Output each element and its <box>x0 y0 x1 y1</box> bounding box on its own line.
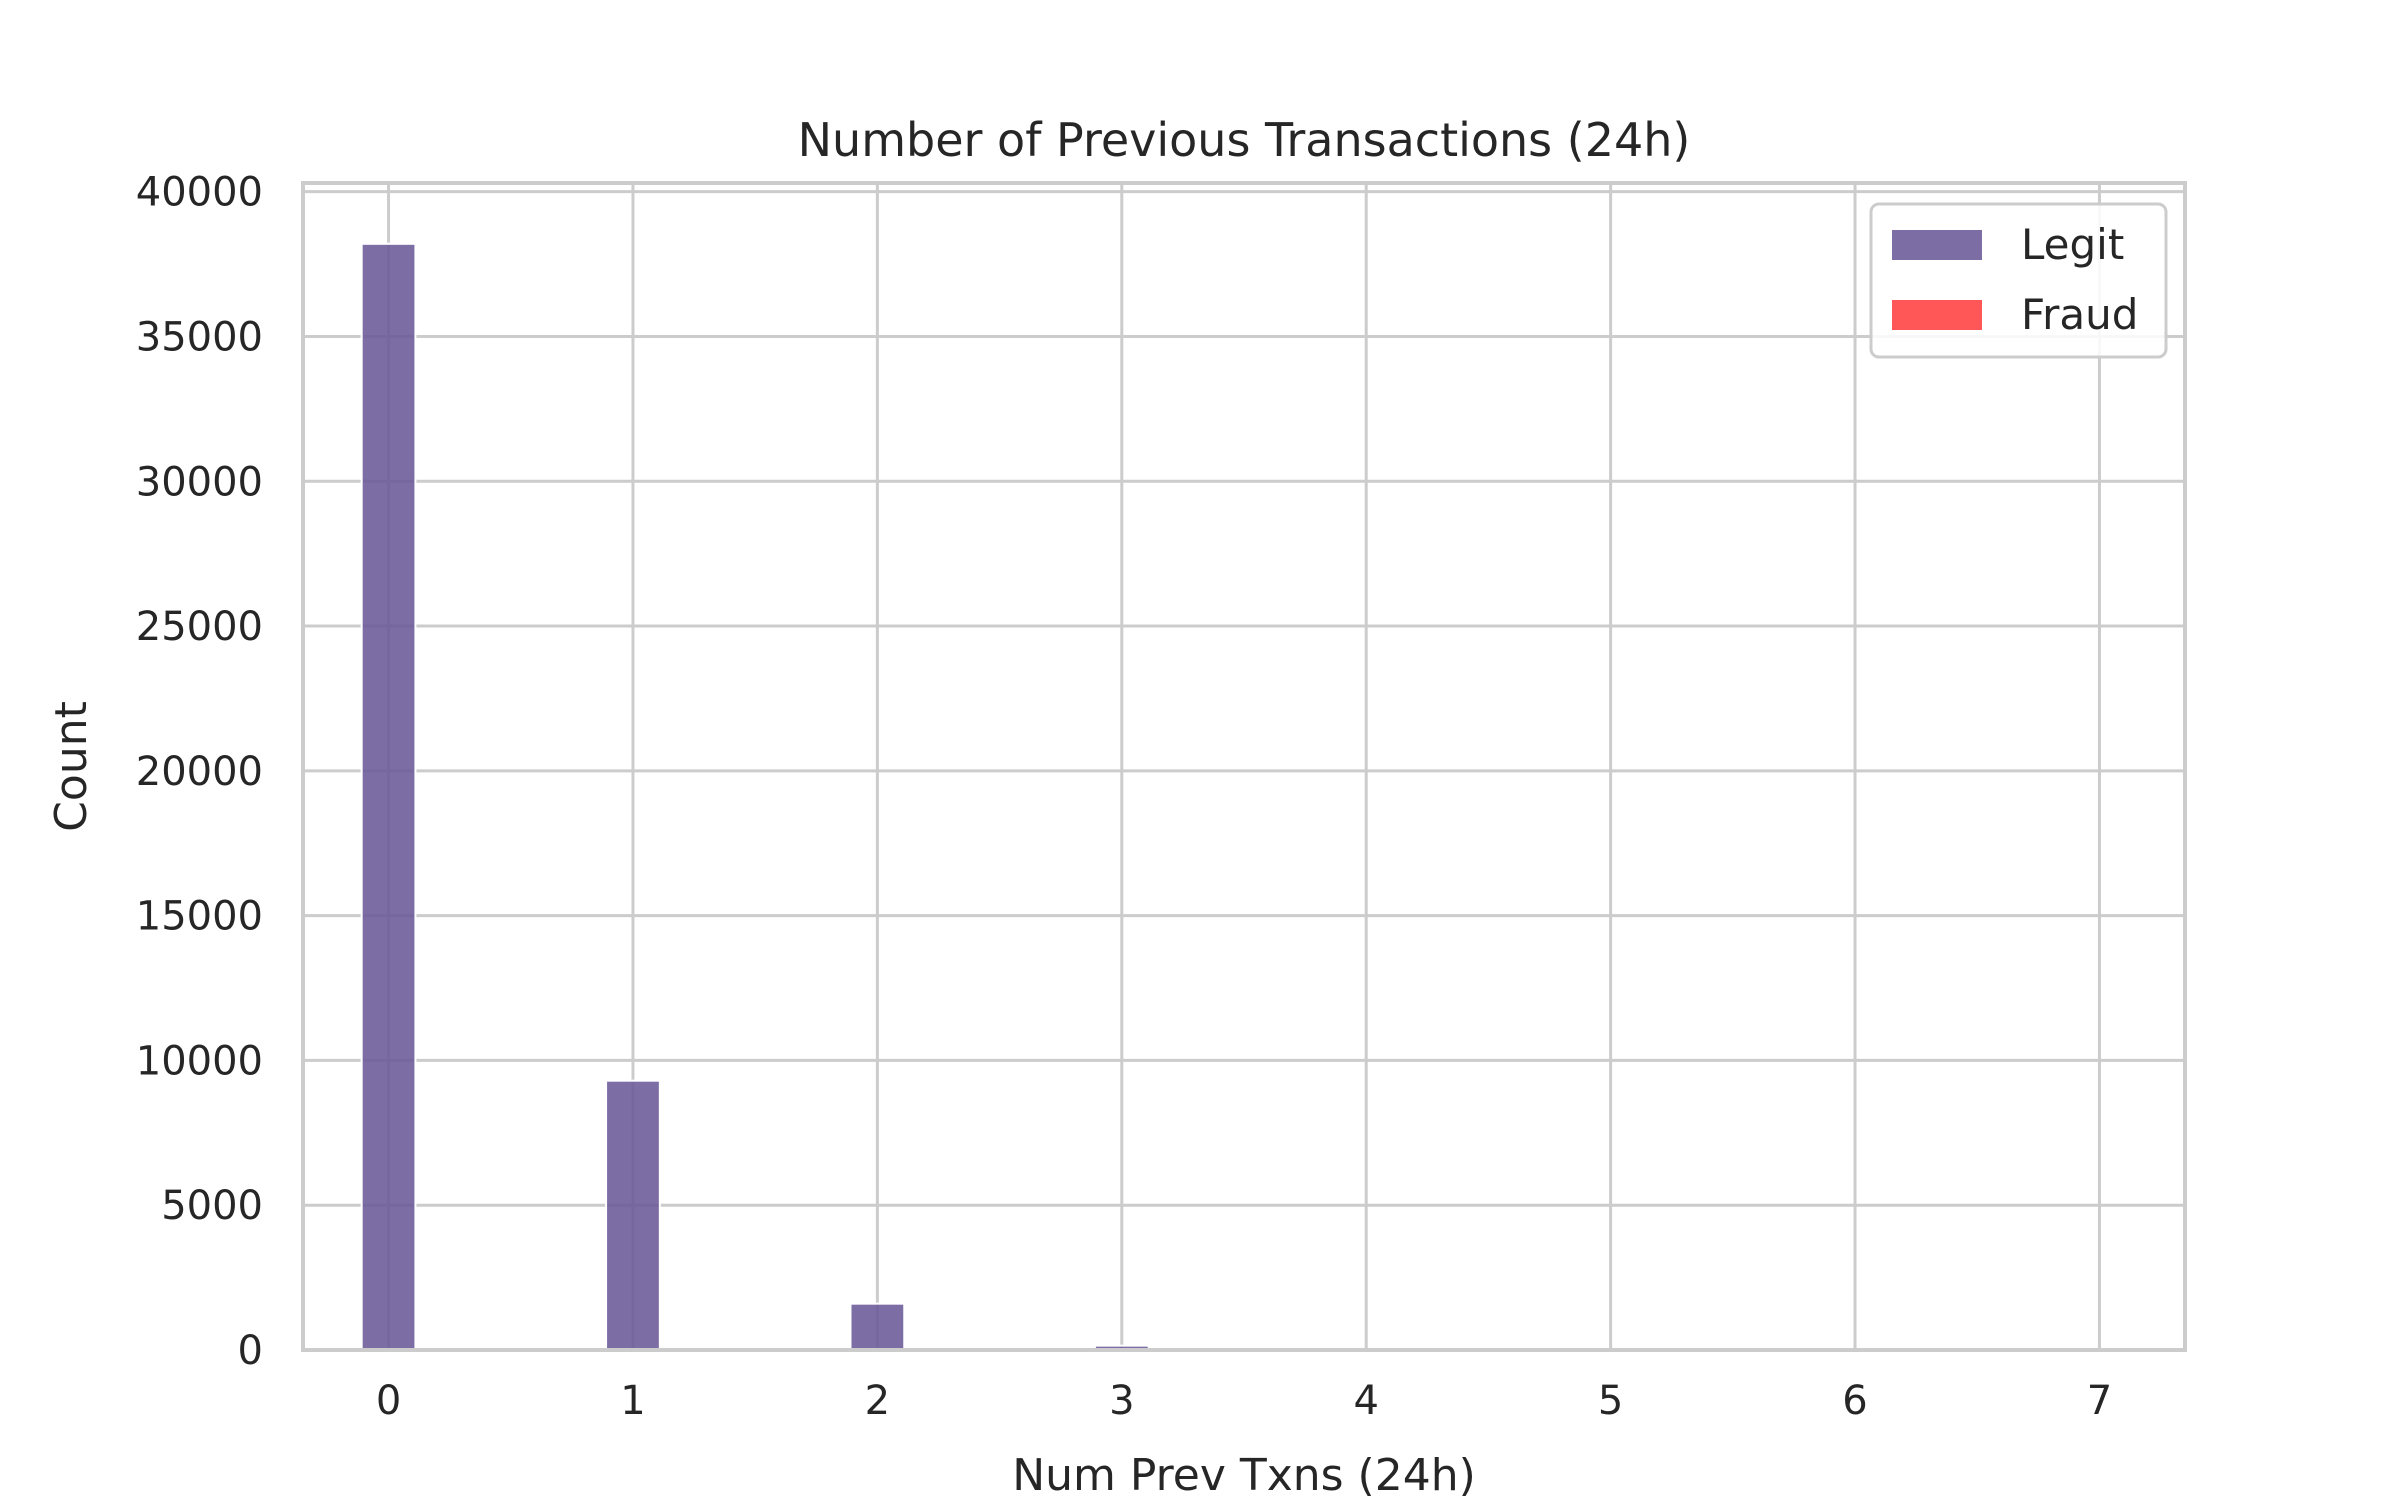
y-tick-label: 0 <box>238 1328 263 1374</box>
legend-swatch-fraud <box>1892 300 1982 330</box>
legend-label-legit: Legit <box>2021 220 2124 269</box>
x-tick-label: 4 <box>1353 1378 1378 1424</box>
bar-legit-1 <box>605 1079 661 1351</box>
x-tick-label: 3 <box>1109 1378 1134 1424</box>
y-axis-label: Count <box>46 701 97 832</box>
y-tick-label: 15000 <box>136 894 263 940</box>
plot-frame <box>301 181 2187 1352</box>
y-tick-label: 5000 <box>161 1183 263 1229</box>
x-tick-label: 6 <box>1842 1378 1867 1424</box>
tick-labels: 0 1 2 3 4 5 6 7 0 5000 10000 15000 20000 25000 30000 35… <box>136 170 2112 1424</box>
y-tick-label: 20000 <box>136 749 263 795</box>
legend: Legit Fraud <box>1869 202 2168 359</box>
x-axis-label: Num Prev Txns (24h) <box>1012 1450 1476 1500</box>
bar-legit-2 <box>849 1302 906 1351</box>
x-tick-label: 7 <box>2087 1378 2112 1424</box>
x-tick-label: 1 <box>620 1378 645 1424</box>
y-tick-label: 40000 <box>136 170 263 216</box>
chart-title: Number of Previous Transactions (24h) <box>798 113 1691 167</box>
legend-label-fraud: Fraud <box>2021 290 2138 339</box>
bars <box>360 242 1150 1352</box>
y-tick-label: 25000 <box>136 604 263 650</box>
legend-swatch-legit <box>1892 230 1982 260</box>
y-tick-label: 30000 <box>136 459 263 505</box>
x-tick-label: 0 <box>376 1378 401 1424</box>
y-tick-label: 35000 <box>136 314 263 360</box>
x-tick-label: 2 <box>865 1378 890 1424</box>
x-tick-label: 5 <box>1598 1378 1623 1424</box>
y-tick-label: 10000 <box>136 1038 263 1084</box>
bar-legit-0 <box>360 242 417 1352</box>
